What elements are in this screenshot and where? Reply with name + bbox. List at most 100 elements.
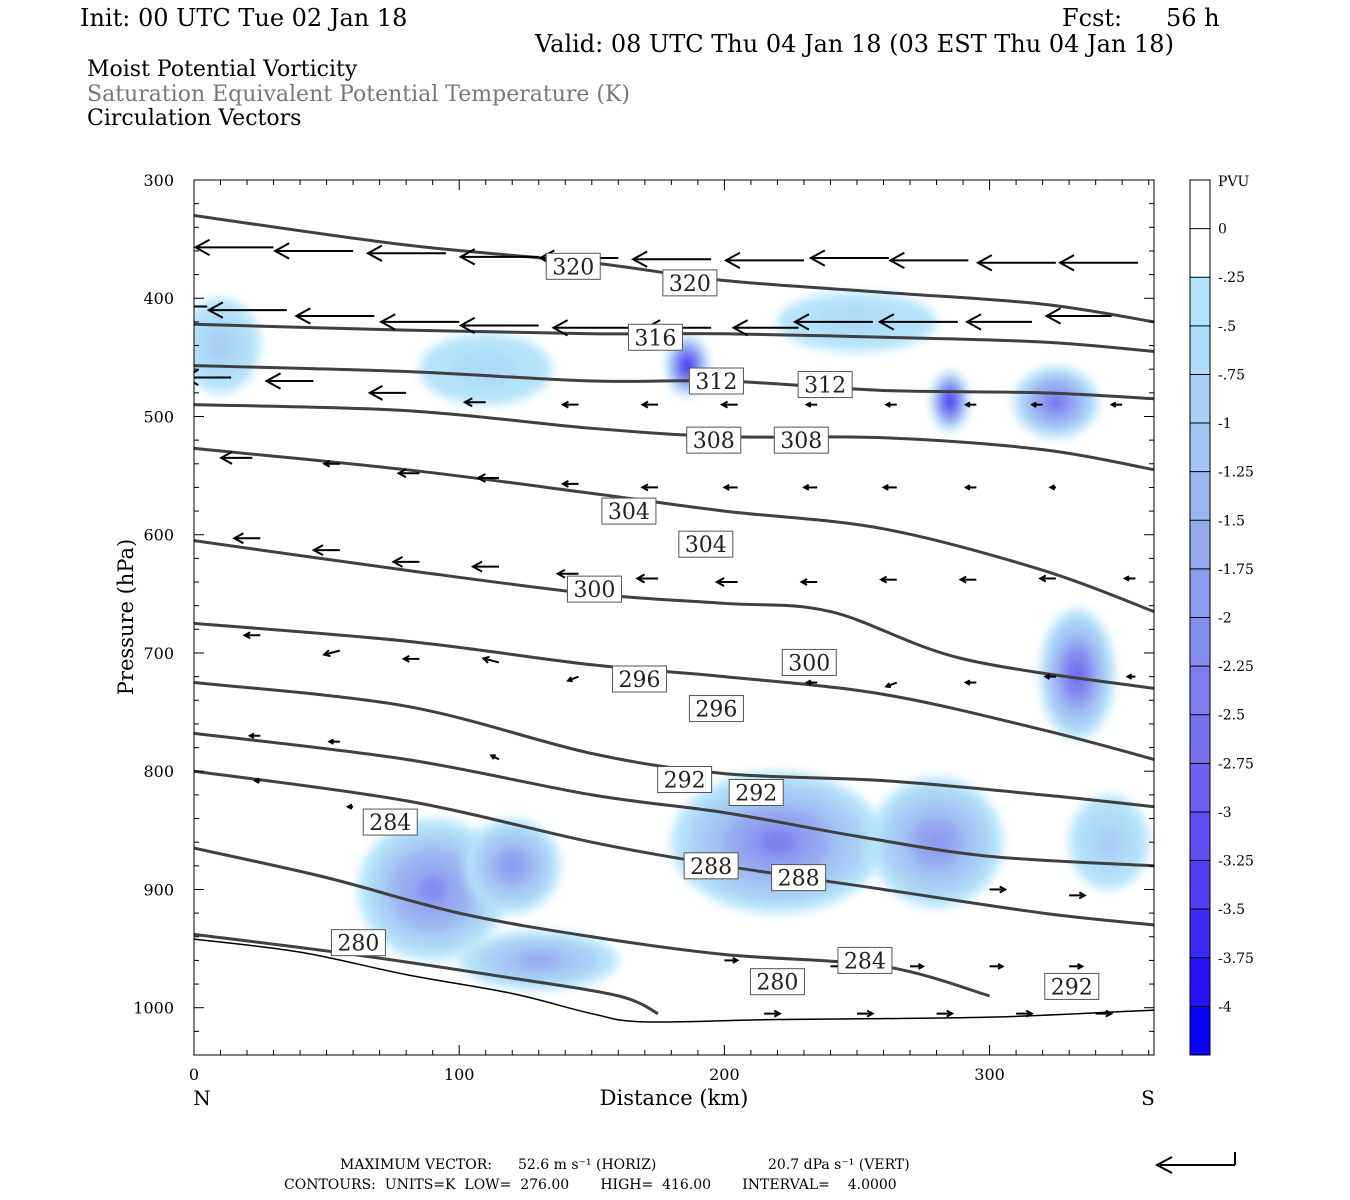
- contour-label-box: [688, 367, 744, 395]
- field-name-mpv: Moist Potential Vorticity: [87, 57, 358, 82]
- colorbar-tick-label: -4: [1218, 999, 1232, 1015]
- pv-blob: [1013, 366, 1099, 438]
- theta-e-contour-316: [194, 322, 1154, 353]
- axes: 300 400 500 600 700 800 900 1000 0 100 200 300: [133, 171, 1154, 1084]
- circulation-vector: [804, 401, 818, 408]
- vector-head: [804, 679, 812, 686]
- contour-label-text: 316: [634, 326, 676, 351]
- contour-label-text: 304: [685, 533, 727, 558]
- pv-blob: [870, 777, 1003, 908]
- circulation-vector: [1044, 307, 1112, 325]
- vector-head: [723, 251, 741, 269]
- circulation-vector: [856, 1009, 875, 1018]
- contour-label-box: [837, 946, 893, 974]
- circulation-vector: [322, 459, 340, 468]
- contour-label-text: 304: [608, 500, 650, 525]
- circulation-vector: [560, 480, 579, 488]
- vector-head: [481, 655, 490, 664]
- vector-head: [1105, 1009, 1114, 1018]
- pv-blob-level: [684, 362, 690, 369]
- pv-blob: [194, 298, 261, 393]
- contour-label: 284: [837, 946, 893, 974]
- vector-head: [1125, 673, 1133, 680]
- pv-blob-level: [207, 329, 234, 362]
- contour-label: 296: [688, 695, 744, 723]
- circulation-vector: [194, 368, 232, 387]
- circulation-vector: [566, 675, 579, 683]
- colorbar-tick-label: -.5: [1218, 319, 1236, 335]
- colorbar-swatch: [1190, 666, 1210, 715]
- circulation-vector: [731, 319, 799, 337]
- contour-label-box: [678, 530, 734, 558]
- circulation-vector: [481, 655, 500, 664]
- pv-blob-level: [1048, 396, 1063, 409]
- contour-label-text: 280: [337, 932, 379, 957]
- colorbar-swatch: [1190, 180, 1210, 229]
- circulation-vector: [963, 484, 977, 491]
- y-tick-label: 600: [143, 526, 174, 545]
- colorbar-swatch: [1190, 228, 1210, 278]
- contour-label-text: 320: [552, 255, 594, 280]
- colorbar-swatch: [1190, 277, 1210, 326]
- vector-head: [396, 468, 407, 479]
- contour-label-box: [657, 765, 713, 793]
- pv-blob-level: [1095, 826, 1123, 858]
- vector-head: [345, 803, 353, 810]
- vector-head: [1058, 254, 1075, 272]
- pv-blob: [419, 333, 553, 405]
- colorbar-swatch: [1190, 909, 1210, 958]
- y-tick-label: 800: [143, 762, 174, 781]
- colorbar-tick-label: -1.75: [1218, 562, 1254, 578]
- pv-shading: [194, 292, 1149, 990]
- y-tick-label: 400: [143, 289, 174, 308]
- contour-label-text: 296: [695, 698, 737, 723]
- circulation-vector: [365, 244, 446, 262]
- contour-label-text: 284: [369, 811, 411, 836]
- circulation-vector: [560, 400, 579, 409]
- circulation-vector: [808, 249, 889, 267]
- colorbar-tick-label: -3.25: [1218, 854, 1254, 870]
- circulation-vector: [1058, 254, 1139, 272]
- colorbar-tick-label: -1: [1218, 416, 1232, 432]
- colorbar: 0 -.25 -.5 -.75 -1 -1.25 -1.5 -1.75 -2 -2.25 -2.5 -…: [1189, 179, 1254, 1056]
- circulation-vector: [1095, 1009, 1114, 1018]
- contour-label: 308: [773, 426, 829, 454]
- circulation-vector: [489, 754, 500, 761]
- vector-head: [802, 484, 810, 491]
- vector-head: [773, 1009, 782, 1018]
- circulation-vector: [264, 372, 314, 390]
- plot-frame: [193, 179, 1155, 1056]
- contour-label-box: [601, 497, 657, 525]
- reference-vector-arrow: [1154, 1152, 1236, 1174]
- field-name-vectors: Circulation Vectors: [87, 106, 302, 131]
- vector-head: [242, 631, 251, 640]
- circulation-vector: [884, 681, 898, 689]
- circulation-vector: [1048, 484, 1056, 491]
- vector-head: [877, 313, 895, 331]
- vector-head: [489, 754, 496, 760]
- circulation-vector: [194, 238, 274, 256]
- vector-head: [379, 313, 396, 331]
- theta-e-contour-320: [194, 213, 1154, 324]
- contour-label-box: [728, 779, 784, 806]
- vector-head: [566, 676, 573, 683]
- contour-label: 320: [545, 252, 601, 280]
- circulation-vector: [802, 484, 818, 491]
- circulation-vector: [247, 732, 261, 739]
- colorbar-tick-label: -1.5: [1218, 513, 1245, 529]
- vector-head: [958, 575, 967, 584]
- colorbar-swatch: [1190, 471, 1210, 521]
- vector-head: [322, 649, 331, 658]
- circulation-vector: [401, 655, 420, 663]
- colorbar-tick-label: -.25: [1218, 270, 1245, 286]
- circulation-vector: [345, 803, 354, 810]
- contour-label-text: 292: [664, 768, 706, 793]
- contour-label: 284: [362, 808, 418, 836]
- circulation-vector: [1043, 673, 1056, 680]
- theta-e-contour-300: [194, 539, 1154, 690]
- contour-label-text: 300: [573, 578, 615, 603]
- max-vector-vert: 20.7 dPa s⁻¹ (VERT): [768, 1157, 910, 1173]
- contour-label: 280: [749, 968, 805, 996]
- colorbar-tick-label: -1.25: [1218, 465, 1254, 481]
- vector-head: [1043, 673, 1050, 680]
